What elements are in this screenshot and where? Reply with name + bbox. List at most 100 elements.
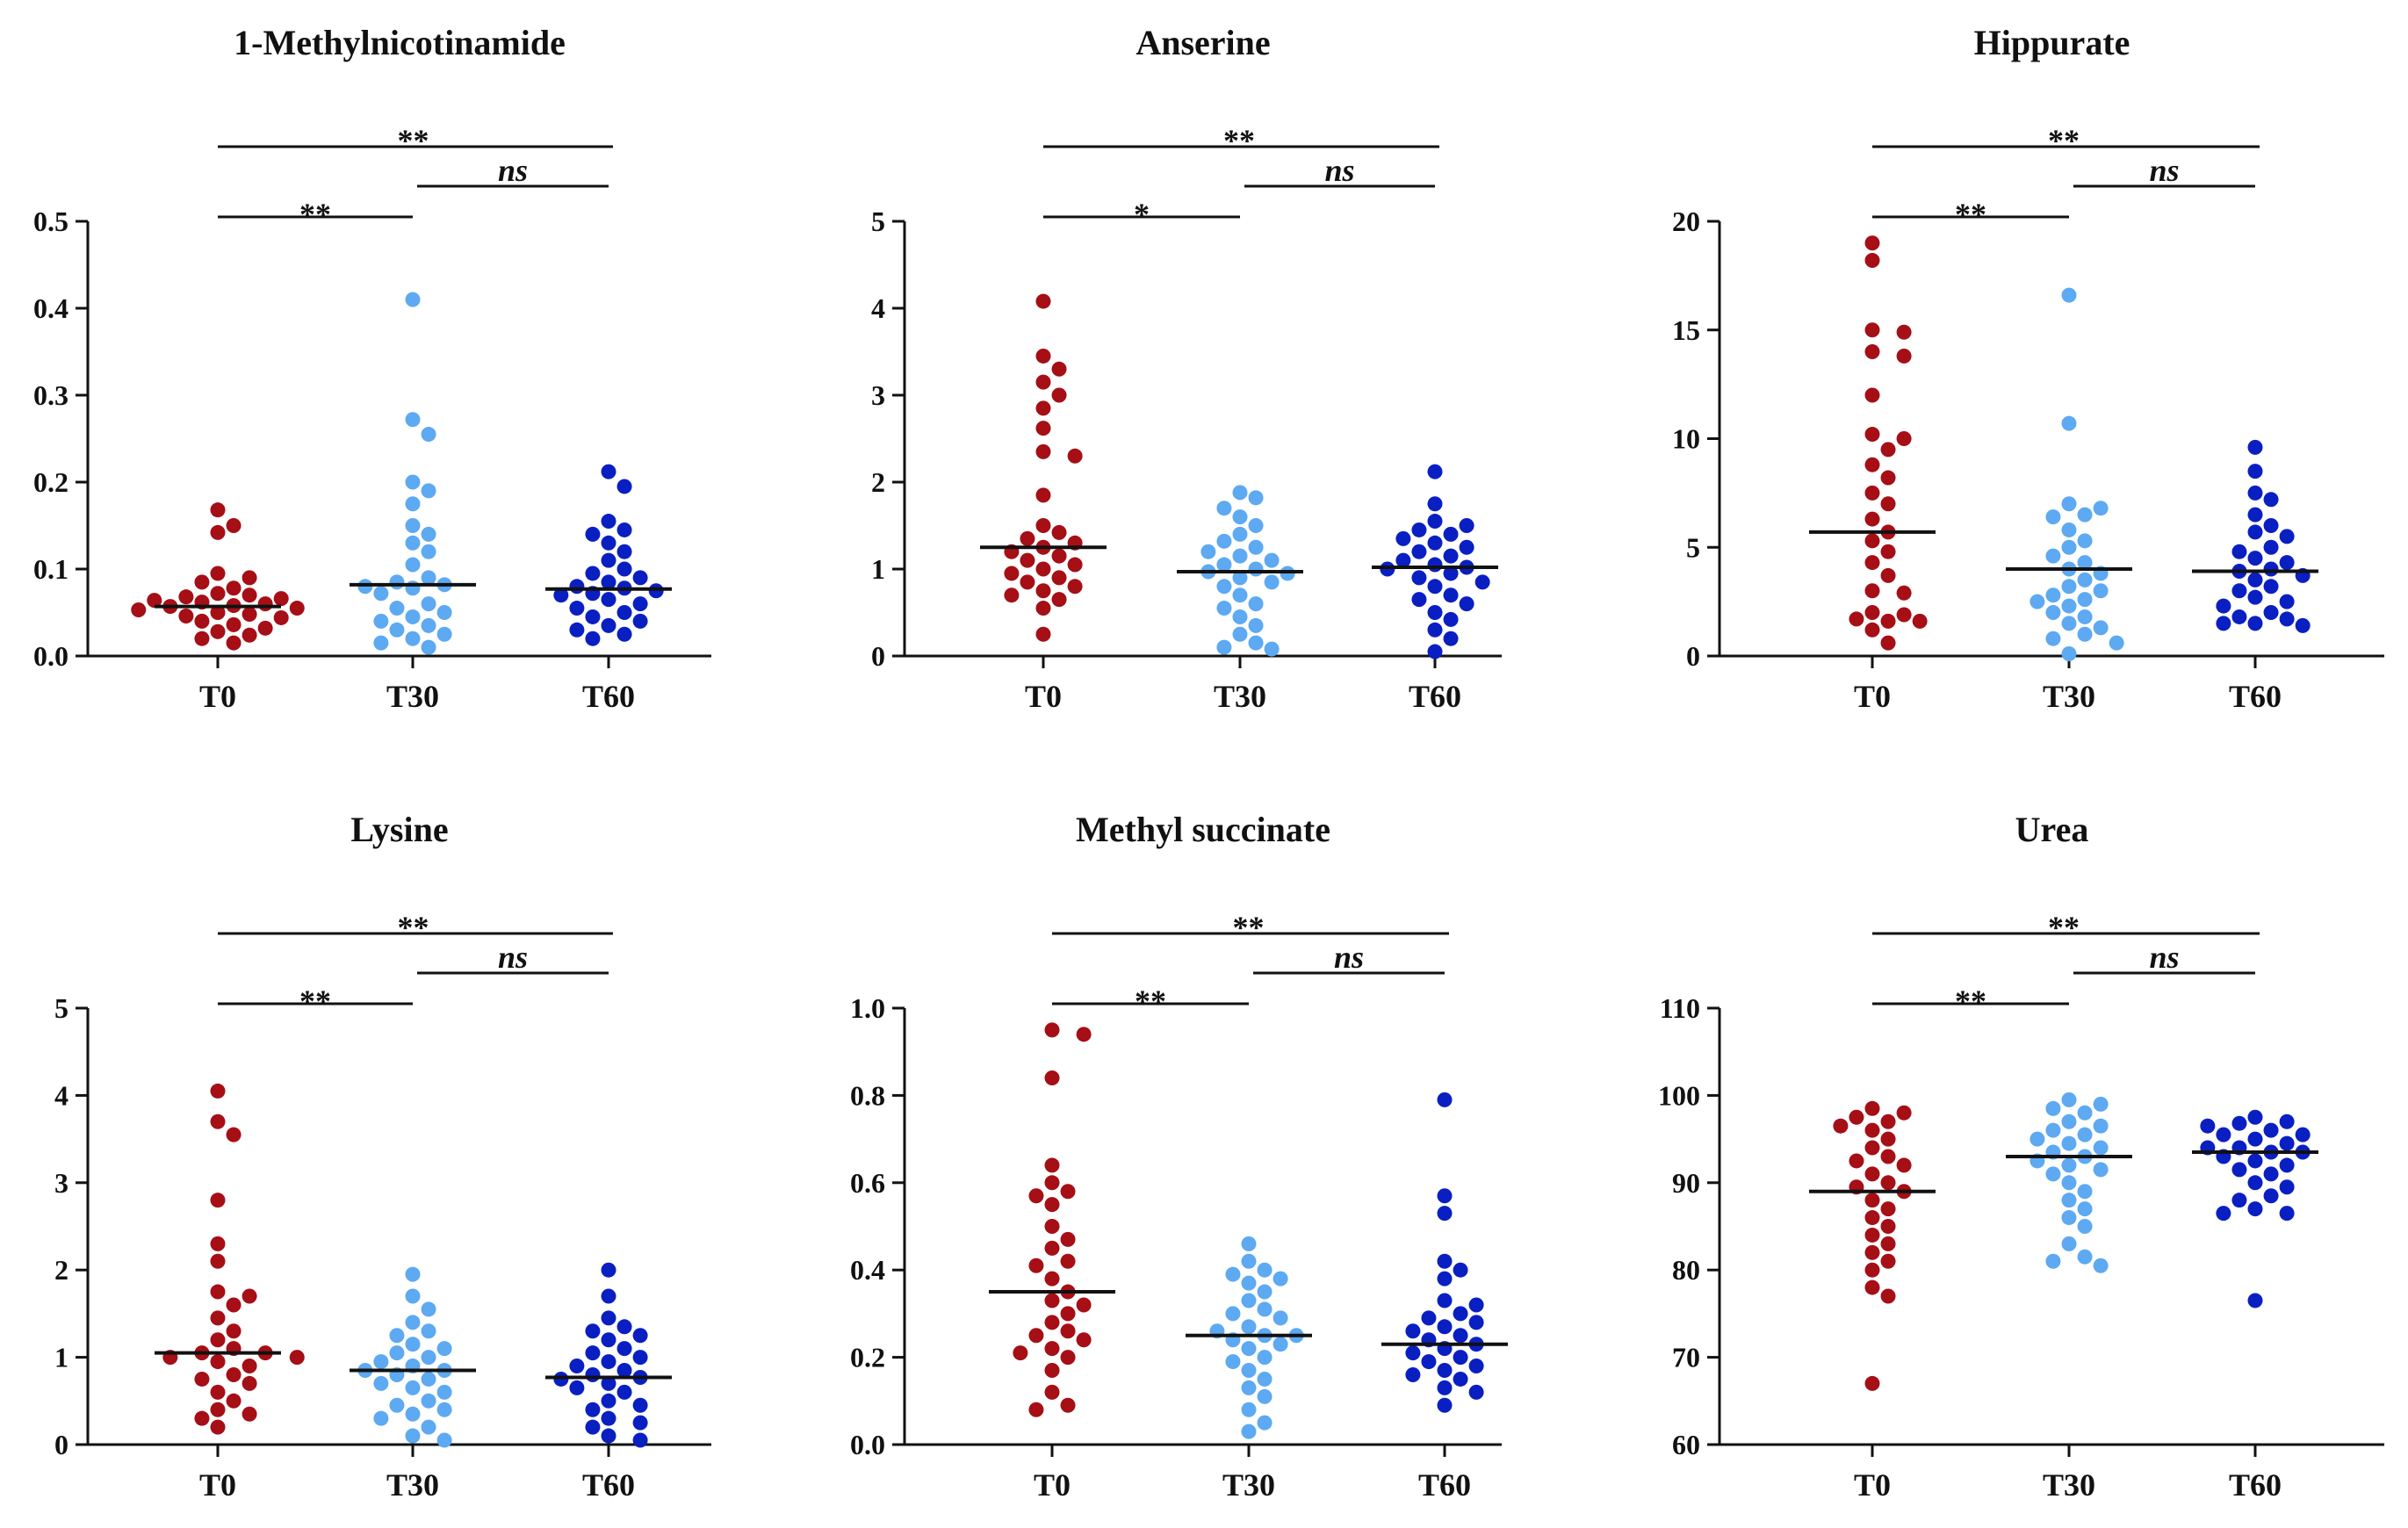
data-point-t30 <box>421 427 436 443</box>
data-point-t60 <box>1437 1253 1453 1269</box>
data-point-t60 <box>2263 1166 2279 1182</box>
data-point-t0 <box>1864 1375 1880 1391</box>
data-point-t60 <box>1453 1262 1468 1278</box>
data-point-t30 <box>2077 1127 2093 1142</box>
data-point-t30 <box>1216 639 1232 655</box>
significance-label: ** <box>299 197 331 232</box>
y-tick-label: 1 <box>871 553 885 585</box>
data-point-t30 <box>2061 287 2077 303</box>
data-point-t0 <box>1864 1166 1880 1182</box>
data-point-t30 <box>405 292 421 307</box>
data-point-t30 <box>1216 501 1232 516</box>
data-point-t0 <box>194 1410 210 1426</box>
data-point-t30 <box>2077 572 2093 587</box>
significance-label: ** <box>1135 984 1166 1019</box>
data-point-t30 <box>2061 496 2077 512</box>
data-point-t0 <box>1044 1363 1060 1379</box>
data-point-t0 <box>273 609 289 625</box>
data-point-t0 <box>1028 1328 1044 1344</box>
data-point-t60 <box>2247 507 2263 523</box>
significance-label: ** <box>299 984 331 1019</box>
data-point-t30 <box>421 1301 436 1317</box>
data-point-t30 <box>1248 596 1264 612</box>
data-point-t0 <box>1880 1253 1896 1269</box>
y-tick-label: 0.2 <box>33 466 68 498</box>
data-point-t60 <box>1427 535 1443 551</box>
data-point-t60 <box>2263 518 2279 533</box>
data-point-t60 <box>1421 1310 1437 1326</box>
data-point-t60 <box>1443 548 1459 564</box>
data-point-t60 <box>1468 1384 1484 1400</box>
x-category-label: T0 <box>1854 1467 1891 1503</box>
data-point-t60 <box>2231 1115 2247 1131</box>
y-tick-label: 90 <box>1672 1167 1700 1199</box>
data-point-t60 <box>1468 1297 1484 1313</box>
data-point-t60 <box>632 1415 648 1431</box>
data-point-t60 <box>2216 1206 2231 1222</box>
data-point-t60 <box>2231 583 2247 599</box>
data-point-t30 <box>421 526 436 542</box>
data-point-t0 <box>210 1310 226 1326</box>
data-point-t30 <box>1257 1284 1272 1300</box>
data-point-t30 <box>421 544 436 559</box>
data-point-t0 <box>194 631 210 646</box>
data-point-t60 <box>585 566 601 581</box>
data-point-t30 <box>2077 626 2093 642</box>
significance-label: ** <box>2048 123 2080 158</box>
data-point-t30 <box>2093 1118 2109 1134</box>
data-point-t0 <box>1864 253 1880 269</box>
data-point-t60 <box>2200 1118 2216 1134</box>
data-point-t60 <box>2247 616 2263 631</box>
data-point-t60 <box>601 1310 616 1326</box>
significance-label: ns <box>1324 153 1354 188</box>
data-point-t0 <box>1035 443 1051 459</box>
data-point-t0 <box>1067 557 1083 573</box>
data-point-t60 <box>601 592 616 608</box>
data-point-t30 <box>1241 1423 1257 1439</box>
data-point-t60 <box>601 1428 616 1444</box>
data-point-t0 <box>1004 587 1020 603</box>
data-point-t30 <box>373 635 389 651</box>
data-point-t60 <box>1453 1306 1468 1322</box>
data-point-t30 <box>421 1371 436 1387</box>
data-point-t30 <box>2077 1184 2093 1200</box>
data-point-t0 <box>1864 555 1880 571</box>
data-point-t0 <box>1044 1240 1060 1256</box>
data-point-t60 <box>1427 557 1443 573</box>
data-point-t0 <box>1035 348 1051 364</box>
data-point-t0 <box>1051 570 1067 586</box>
data-point-t60 <box>1459 539 1474 555</box>
data-point-t60 <box>1427 514 1443 530</box>
data-point-t60 <box>2247 464 2263 479</box>
data-point-t60 <box>1459 518 1474 533</box>
data-point-t60 <box>585 609 601 624</box>
data-point-t0 <box>1044 1197 1060 1213</box>
data-point-t60 <box>2263 579 2279 595</box>
data-point-t60 <box>569 1359 585 1374</box>
data-point-t30 <box>1264 552 1280 568</box>
data-point-t30 <box>2061 579 2077 595</box>
y-tick-label: 5 <box>1686 531 1700 563</box>
data-point-t0 <box>194 613 210 629</box>
data-point-t0 <box>289 601 305 616</box>
y-tick-label: 0 <box>871 640 885 672</box>
x-category-label: T30 <box>2043 679 2095 714</box>
data-point-t30 <box>2093 1162 2109 1178</box>
data-point-t60 <box>2263 1122 2279 1138</box>
data-point-t0 <box>1051 524 1067 540</box>
data-point-t0 <box>1880 1114 1896 1129</box>
data-point-t60 <box>2247 1153 2263 1169</box>
data-point-t60 <box>2247 524 2263 540</box>
data-point-t0 <box>242 606 257 622</box>
data-point-t30 <box>2093 501 2109 516</box>
y-tick-label: 3 <box>871 379 885 411</box>
data-point-t60 <box>632 596 648 612</box>
data-point-t60 <box>1474 574 1490 590</box>
data-point-t0 <box>1028 1188 1044 1204</box>
data-point-t0 <box>1880 635 1896 651</box>
x-category-label: T60 <box>2229 679 2282 714</box>
data-point-t30 <box>2045 1166 2061 1182</box>
data-point-t60 <box>2263 539 2279 555</box>
data-point-t0 <box>1864 1193 1880 1208</box>
significance-label: ns <box>498 153 528 188</box>
